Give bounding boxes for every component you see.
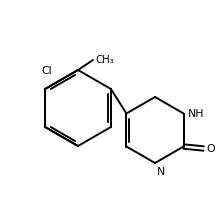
Text: N: N — [157, 167, 165, 177]
Text: CH₃: CH₃ — [95, 55, 114, 65]
Text: O: O — [207, 144, 215, 153]
Text: Cl: Cl — [42, 66, 52, 76]
Text: NH: NH — [188, 109, 204, 118]
